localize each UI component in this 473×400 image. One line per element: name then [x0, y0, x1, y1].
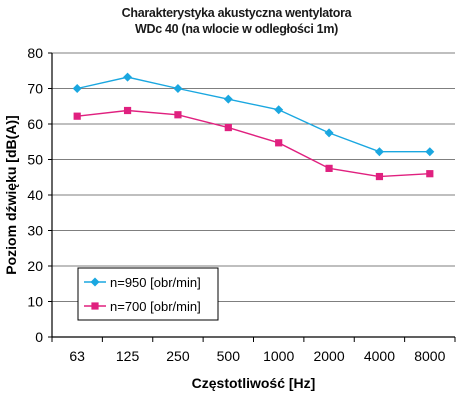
- data-point-s0-5: [324, 128, 334, 138]
- data-point-s1-7: [426, 170, 434, 178]
- legend-marker-1: [91, 302, 99, 310]
- y-tick-label: 50: [27, 152, 43, 168]
- legend-marker-0: [90, 277, 100, 287]
- data-point-s0-4: [274, 105, 284, 115]
- y-tick-label: 40: [27, 187, 43, 203]
- data-point-s1-4: [275, 139, 283, 147]
- x-tick-label: 1000: [263, 348, 294, 364]
- x-tick-label: 250: [166, 348, 190, 364]
- chart-title-line-2: WDc 40 (na wlocie w odległości 1m): [134, 22, 339, 36]
- data-point-s1-5: [325, 164, 333, 172]
- y-tick-label: 20: [27, 258, 43, 274]
- y-tick-label: 10: [27, 294, 43, 310]
- x-tick-label: 63: [69, 348, 85, 364]
- data-point-s0-2: [173, 84, 183, 93]
- data-point-s1-1: [123, 106, 132, 115]
- y-tick-label: 30: [27, 223, 43, 239]
- data-point-s1-2: [174, 111, 182, 119]
- data-point-s0-1: [123, 72, 133, 82]
- series-line-0: [77, 76, 430, 153]
- legend-label-0: n=950 [obr/min]: [110, 275, 201, 290]
- x-tick-label: 8000: [414, 348, 445, 364]
- data-point-s1-3: [224, 123, 232, 132]
- x-tick-label: 2000: [313, 348, 344, 364]
- legend-box: [77, 267, 219, 321]
- data-point-s0-3: [223, 94, 233, 104]
- data-point-s1-0: [73, 112, 81, 120]
- data-point-s0-0: [72, 84, 82, 93]
- y-axis-label: Poziom dźwięku [dB(A)]: [3, 115, 19, 274]
- y-tick-label: 60: [27, 116, 43, 132]
- y-tick-label: 70: [27, 81, 43, 97]
- y-tick-label: 80: [27, 45, 43, 61]
- chart-title-line-1: Charakterystyka akustyczna wentylatora: [121, 6, 352, 20]
- data-point-s0-6: [374, 147, 384, 157]
- x-tick-label: 125: [116, 348, 140, 364]
- legend-label-1: n=700 [obr/min]: [110, 299, 201, 314]
- x-axis-label: Częstotliwość [Hz]: [192, 375, 316, 391]
- series-line-1: [77, 109, 430, 178]
- x-tick-label: 4000: [364, 348, 395, 364]
- y-tick-label: 0: [35, 329, 43, 345]
- data-point-s1-6: [375, 172, 384, 181]
- x-tick-label: 500: [217, 348, 241, 364]
- data-point-s0-7: [425, 147, 435, 157]
